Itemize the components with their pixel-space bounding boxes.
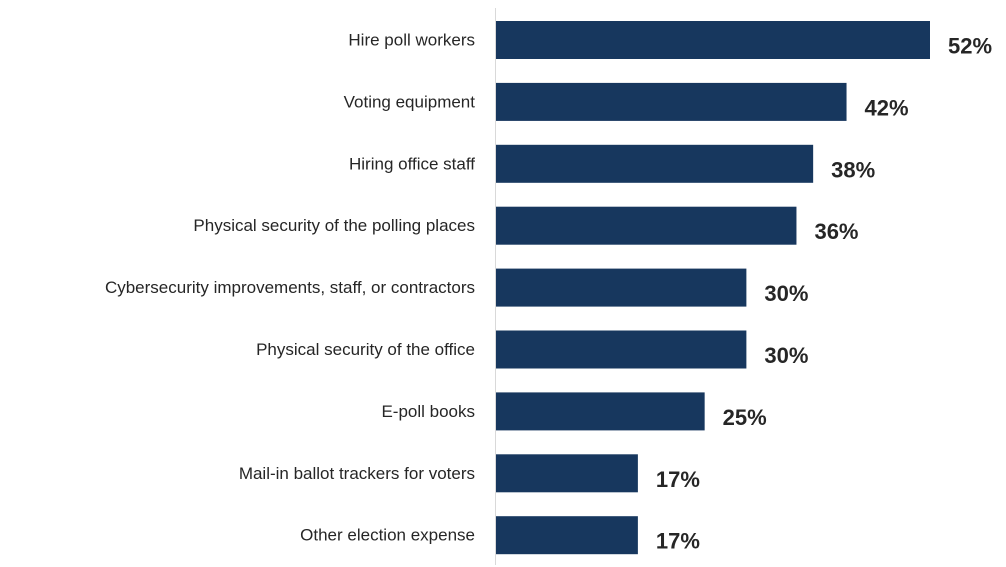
value-label: 30% <box>764 343 808 368</box>
bar <box>496 82 847 121</box>
category-label: Voting equipment <box>344 92 476 111</box>
bar <box>496 21 930 59</box>
category-label: Cybersecurity improvements, staff, or co… <box>105 278 475 297</box>
bar <box>496 392 705 431</box>
value-label: 17% <box>656 467 700 492</box>
bar <box>496 206 797 245</box>
category-label: Hiring office staff <box>349 154 475 173</box>
bar <box>496 516 638 555</box>
category-label: Mail-in ballot trackers for voters <box>239 464 475 483</box>
category-label: E-poll books <box>381 402 475 421</box>
bars-group <box>496 21 930 555</box>
value-label: 17% <box>656 529 700 554</box>
category-label: Physical security of the polling places <box>193 216 475 235</box>
bar <box>496 330 747 369</box>
value-label: 30% <box>764 281 808 306</box>
category-label: Other election expense <box>300 526 475 545</box>
category-label: Physical security of the office <box>256 340 475 359</box>
value-label: 36% <box>814 219 858 244</box>
bar <box>496 454 638 493</box>
category-label: Hire poll workers <box>348 31 475 50</box>
value-label: 42% <box>865 95 909 120</box>
bar <box>496 144 814 183</box>
value-label: 52% <box>948 34 992 59</box>
category-labels: Hire poll workers Voting equipment Hiring … <box>105 31 475 545</box>
value-label: 25% <box>723 405 767 430</box>
value-label: 38% <box>831 157 875 182</box>
bar <box>496 268 747 307</box>
value-labels: 52% 42% 38% 36% 30% 30% 25% 17% 17% <box>656 34 992 554</box>
